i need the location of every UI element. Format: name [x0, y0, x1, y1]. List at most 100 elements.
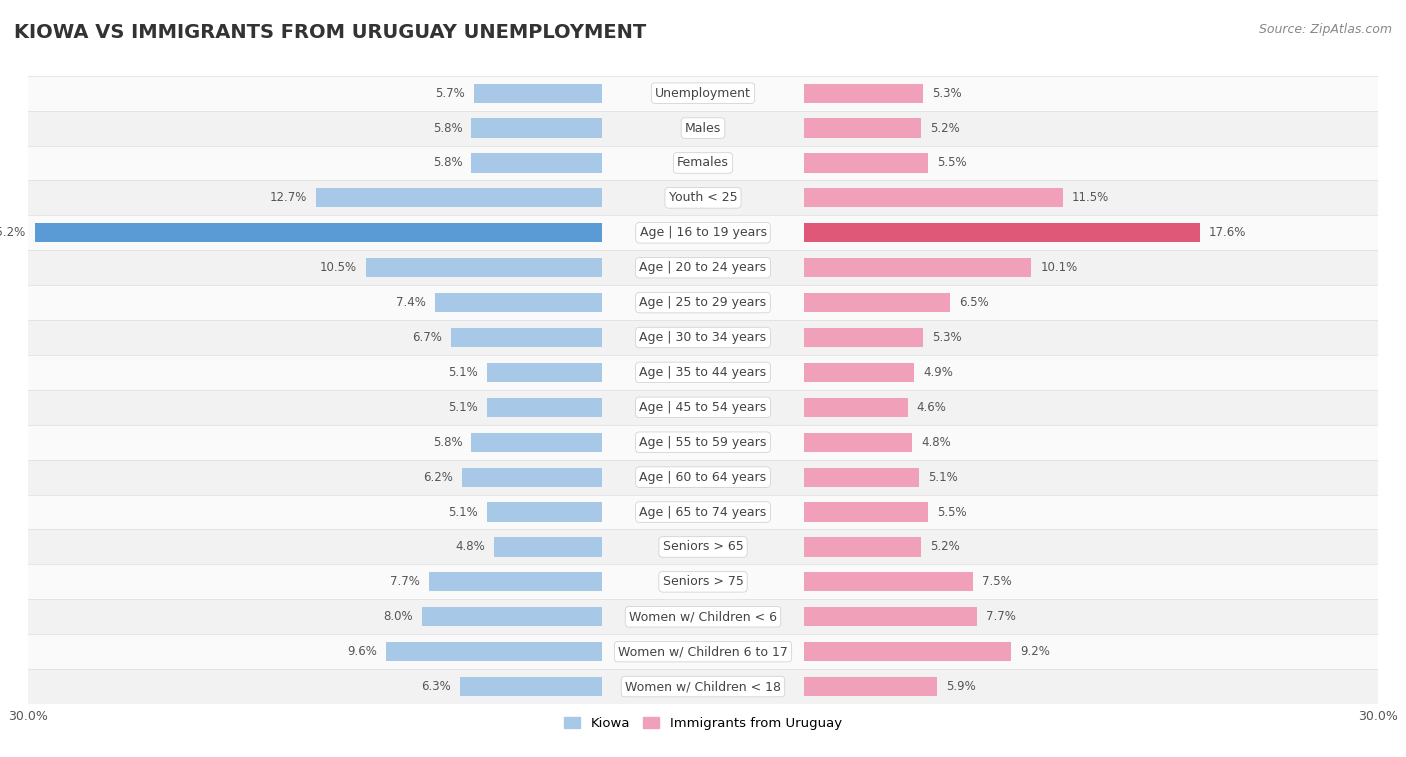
Bar — [28, 285, 1378, 320]
Bar — [804, 258, 1032, 277]
Bar — [28, 180, 1378, 215]
Text: 5.1%: 5.1% — [449, 366, 478, 379]
Text: 6.7%: 6.7% — [412, 331, 441, 344]
Bar — [28, 669, 1378, 704]
Text: Females: Females — [678, 157, 728, 170]
Text: 6.3%: 6.3% — [422, 680, 451, 693]
Text: 9.6%: 9.6% — [347, 645, 377, 658]
Bar — [804, 328, 924, 347]
Text: Youth < 25: Youth < 25 — [669, 192, 737, 204]
Text: 9.2%: 9.2% — [1021, 645, 1050, 658]
Text: Women w/ Children < 18: Women w/ Children < 18 — [626, 680, 780, 693]
Bar — [436, 293, 602, 312]
Text: Age | 20 to 24 years: Age | 20 to 24 years — [640, 261, 766, 274]
Text: Source: ZipAtlas.com: Source: ZipAtlas.com — [1258, 23, 1392, 36]
Bar — [804, 397, 908, 417]
Bar — [28, 145, 1378, 180]
Bar — [28, 251, 1378, 285]
Legend: Kiowa, Immigrants from Uruguay: Kiowa, Immigrants from Uruguay — [560, 712, 846, 735]
Bar — [471, 432, 602, 452]
Text: KIOWA VS IMMIGRANTS FROM URUGUAY UNEMPLOYMENT: KIOWA VS IMMIGRANTS FROM URUGUAY UNEMPLO… — [14, 23, 647, 42]
Text: 4.9%: 4.9% — [924, 366, 953, 379]
Bar — [471, 154, 602, 173]
Bar — [28, 529, 1378, 565]
Bar — [804, 83, 924, 103]
Bar — [366, 258, 602, 277]
Bar — [804, 537, 921, 556]
Text: 5.8%: 5.8% — [433, 157, 463, 170]
Text: 5.9%: 5.9% — [946, 680, 976, 693]
Text: 5.2%: 5.2% — [931, 122, 960, 135]
Text: 6.5%: 6.5% — [959, 296, 990, 309]
Bar — [28, 600, 1378, 634]
Bar — [422, 607, 602, 626]
Text: Unemployment: Unemployment — [655, 86, 751, 100]
Bar — [804, 223, 1201, 242]
Text: Males: Males — [685, 122, 721, 135]
Text: 7.5%: 7.5% — [981, 575, 1012, 588]
Bar — [35, 223, 602, 242]
Bar — [486, 363, 602, 382]
Bar — [804, 572, 973, 591]
Text: 17.6%: 17.6% — [1209, 226, 1247, 239]
Bar — [451, 328, 602, 347]
Bar — [804, 677, 936, 696]
Text: Age | 35 to 44 years: Age | 35 to 44 years — [640, 366, 766, 379]
Text: 10.1%: 10.1% — [1040, 261, 1077, 274]
Text: 5.5%: 5.5% — [936, 157, 966, 170]
Bar — [804, 363, 914, 382]
Bar — [804, 154, 928, 173]
Text: 5.1%: 5.1% — [449, 400, 478, 414]
Bar — [28, 355, 1378, 390]
Bar — [28, 494, 1378, 529]
Bar — [486, 397, 602, 417]
Text: 5.5%: 5.5% — [936, 506, 966, 519]
Text: Age | 60 to 64 years: Age | 60 to 64 years — [640, 471, 766, 484]
Text: 5.1%: 5.1% — [928, 471, 957, 484]
Bar — [28, 565, 1378, 600]
Text: Age | 65 to 74 years: Age | 65 to 74 years — [640, 506, 766, 519]
Bar — [460, 677, 602, 696]
Bar — [804, 503, 928, 522]
Text: 4.8%: 4.8% — [456, 540, 485, 553]
Text: Age | 45 to 54 years: Age | 45 to 54 years — [640, 400, 766, 414]
Bar — [486, 503, 602, 522]
Bar — [316, 188, 602, 207]
Bar — [463, 468, 602, 487]
Text: Age | 55 to 59 years: Age | 55 to 59 years — [640, 436, 766, 449]
Text: Age | 16 to 19 years: Age | 16 to 19 years — [640, 226, 766, 239]
Text: Age | 30 to 34 years: Age | 30 to 34 years — [640, 331, 766, 344]
Text: 25.2%: 25.2% — [0, 226, 25, 239]
Bar — [804, 607, 977, 626]
Text: Women w/ Children 6 to 17: Women w/ Children 6 to 17 — [619, 645, 787, 658]
Text: Seniors > 75: Seniors > 75 — [662, 575, 744, 588]
Bar — [28, 459, 1378, 494]
Text: 5.1%: 5.1% — [449, 506, 478, 519]
Bar — [804, 118, 921, 138]
Text: 5.8%: 5.8% — [433, 122, 463, 135]
Bar — [429, 572, 602, 591]
Text: 5.3%: 5.3% — [932, 331, 962, 344]
Text: 5.8%: 5.8% — [433, 436, 463, 449]
Bar — [804, 642, 1011, 662]
Text: 4.6%: 4.6% — [917, 400, 946, 414]
Bar — [804, 188, 1063, 207]
Bar — [28, 634, 1378, 669]
Bar — [804, 468, 920, 487]
Bar — [28, 76, 1378, 111]
Text: Age | 25 to 29 years: Age | 25 to 29 years — [640, 296, 766, 309]
Bar — [28, 390, 1378, 425]
Text: 7.7%: 7.7% — [389, 575, 419, 588]
Bar — [28, 320, 1378, 355]
Text: 7.7%: 7.7% — [987, 610, 1017, 623]
Text: 12.7%: 12.7% — [270, 192, 307, 204]
Text: Seniors > 65: Seniors > 65 — [662, 540, 744, 553]
Bar — [494, 537, 602, 556]
Text: 5.3%: 5.3% — [932, 86, 962, 100]
Bar — [804, 432, 912, 452]
Text: 5.2%: 5.2% — [931, 540, 960, 553]
Text: 11.5%: 11.5% — [1071, 192, 1109, 204]
Bar — [28, 111, 1378, 145]
Text: 7.4%: 7.4% — [396, 296, 426, 309]
Bar — [28, 425, 1378, 459]
